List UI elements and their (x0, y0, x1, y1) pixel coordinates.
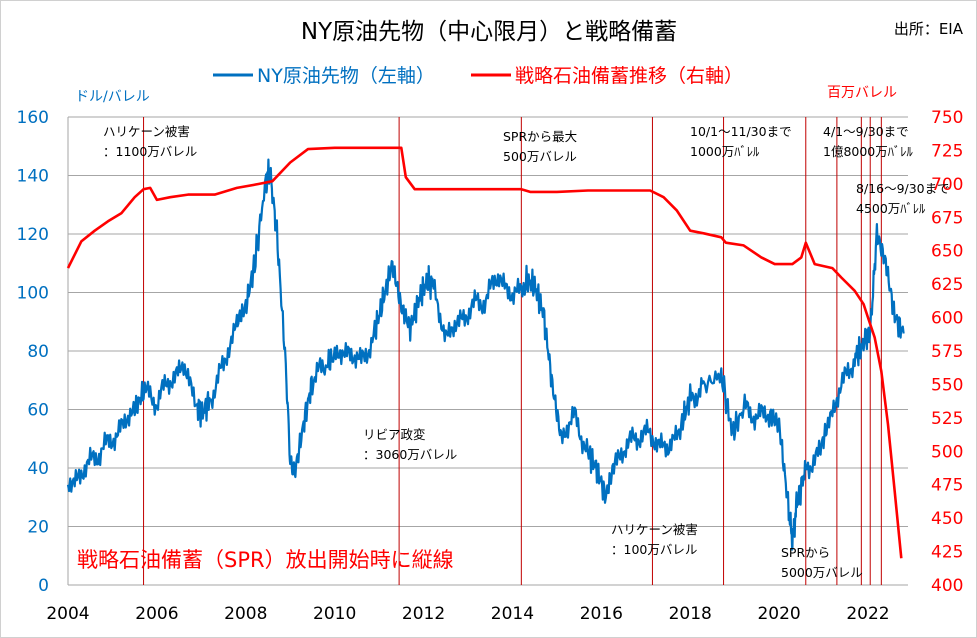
right-tick-label: 675 (931, 208, 963, 228)
left-axis-unit: ドル/バレル (75, 89, 150, 105)
x-tick-label: 2008 (224, 604, 267, 624)
x-tick-label: 2016 (580, 604, 623, 624)
annotation-2022-aug: 8/16～9/30まで 4500万ﾊﾞﾚﾙ (856, 181, 954, 216)
annotation-2022-apr: 4/1～9/30まで 1億8000万ﾊﾞﾚﾙ (823, 124, 914, 159)
right-tick-label: 575 (931, 342, 963, 362)
left-tick-label: 140 (17, 167, 49, 187)
right-tick-label: 525 (931, 409, 963, 429)
right-tick-label: 400 (931, 576, 963, 596)
x-tick-label: 2022 (846, 604, 889, 624)
x-tick-label: 2006 (135, 604, 178, 624)
series-lines (66, 146, 905, 559)
right-tick-label: 500 (931, 442, 963, 462)
x-tick-label: 2020 (757, 604, 800, 624)
series-line-oil (66, 158, 905, 551)
x-tick-label: 2004 (46, 604, 89, 624)
legend: NY原油先物（左軸） 戦略石油備蓄推移（右軸） (213, 65, 743, 87)
left-tick-label: 20 (27, 518, 49, 538)
right-tick-label: 750 (931, 108, 963, 128)
annotation-hurricane-2005: ハリケーン被害 ：1100万バレル (103, 124, 197, 159)
right-tick-label: 725 (931, 141, 963, 161)
right-tick-label: 600 (931, 309, 963, 329)
annotation-hurricane-2017: ハリケーン被害 ：100万バレル (611, 522, 702, 557)
spr-release-lines (143, 117, 882, 585)
right-tick-label: 425 (931, 543, 963, 563)
annotation-spr-2014: SPRから最大 500万バレル (503, 129, 581, 164)
left-tick-label: 60 (27, 401, 49, 421)
right-tick-label: 550 (931, 375, 963, 395)
x-tick-label: 2018 (669, 604, 712, 624)
left-tick-label: 100 (17, 284, 49, 304)
x-axis-ticks: 2004 2006 2008 2010 2012 2014 2016 2018 2020 2022 (46, 604, 889, 624)
chart-title: NY原油先物（中心限月）と戦略備蓄 (301, 19, 677, 45)
x-tick-label: 2010 (313, 604, 356, 624)
left-tick-label: 80 (27, 342, 49, 362)
right-tick-label: 475 (931, 476, 963, 496)
left-tick-label: 120 (17, 225, 49, 245)
annotation-libya-2011: リビア政変 ：3060万バレル (363, 427, 457, 462)
left-axis-ticks: 0 20 40 60 80 100 120 140 160 (17, 108, 49, 596)
source-label: 出所：EIA (894, 20, 964, 38)
gridlines (67, 116, 908, 586)
annotation-2021-oct: 10/1～11/30まで 1000万ﾊﾞﾚﾙ (690, 124, 796, 159)
x-tick-label: 2014 (491, 604, 534, 624)
x-tick-label: 2012 (402, 604, 445, 624)
annotations: ハリケーン被害 ：1100万バレル リビア政変 ：3060万バレル SPRから最… (77, 124, 954, 580)
right-axis-ticks: 400 425 450 475 500 525 550 575 600 625 650 675 700 7… (931, 108, 963, 596)
left-tick-label: 40 (27, 459, 49, 479)
legend-label-spr: 戦略石油備蓄推移（右軸） (515, 65, 743, 87)
vertical-line-note: 戦略石油備蓄（SPR）放出開始時に縦線 (77, 548, 454, 572)
legend-label-oil: NY原油先物（左軸） (257, 65, 435, 87)
right-tick-label: 450 (931, 509, 963, 529)
left-tick-label: 160 (17, 108, 49, 128)
right-tick-label: 650 (931, 242, 963, 262)
right-tick-label: 625 (931, 275, 963, 295)
left-tick-label: 0 (38, 576, 49, 596)
right-axis-unit: 百万バレル (827, 85, 897, 101)
annotation-spr-2021: SPRから 5000万バレル (781, 545, 863, 580)
right-tick-label: 700 (931, 175, 963, 195)
series-line-spr (66, 146, 903, 559)
